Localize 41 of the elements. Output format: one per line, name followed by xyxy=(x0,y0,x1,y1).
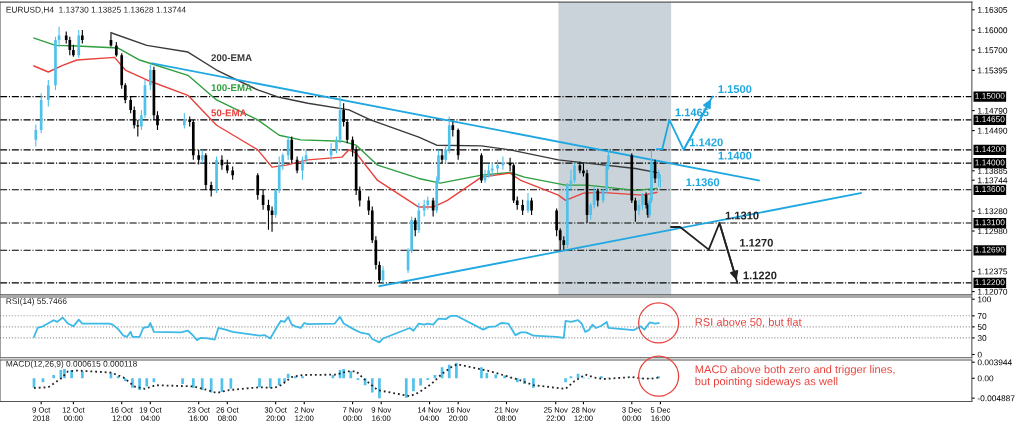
annotation: 1.1220 xyxy=(743,271,777,280)
series-label: 200-EMA xyxy=(211,54,252,62)
ref-line-label: 1.12200 xyxy=(975,279,1005,286)
chart-title: EURUSD,H4 1.13730 1.13825 1.13628 1.13744 xyxy=(6,6,186,14)
y-tick-label: 0.00 xyxy=(977,375,994,382)
y-tick-label: 1.13885 xyxy=(978,168,1008,174)
y-tick-label: 0.003944 xyxy=(977,359,1012,366)
annotation: 1.1420 xyxy=(689,138,723,147)
annotation: 1.1360 xyxy=(686,178,720,187)
ref-line-label: 1.15000 xyxy=(975,92,1005,99)
y-tick-label: 1.12375 xyxy=(978,268,1008,275)
y-tick-label: 1.14490 xyxy=(978,127,1008,134)
ref-line-label: 1.13100 xyxy=(975,219,1005,226)
y-tick-label: 0 xyxy=(977,351,982,358)
chart-title: RSI(14) 55.7466 xyxy=(6,297,67,306)
ref-line-label: 1.13600 xyxy=(975,186,1005,192)
y-tick-label: 30 xyxy=(977,335,987,342)
series-label: 100-EMA xyxy=(211,84,252,92)
y-tick-label: 1.13280 xyxy=(978,208,1008,215)
y-tick-label: 50 xyxy=(977,324,987,330)
annotation: 1.1270 xyxy=(740,238,773,247)
y-tick-label: 1.12070 xyxy=(978,288,1008,295)
ref-line-label: 1.14000 xyxy=(975,159,1005,166)
y-tick-label: 70 xyxy=(977,313,987,319)
annotation: MACD above both zero and trigger lines, but pointing sideways as well xyxy=(695,365,895,388)
annotation: 1.1400 xyxy=(718,151,752,160)
ref-line-label: 1.14650 xyxy=(975,116,1005,123)
y-tick-label: 1.15700 xyxy=(978,47,1008,54)
ref-line-label: 1.14200 xyxy=(975,146,1005,153)
y-tick-label: -0.004887 xyxy=(977,395,1015,402)
y-tick-label: 1.14790 xyxy=(978,107,1008,114)
y-tick-label: 100 xyxy=(978,296,991,303)
ref-line-label: 1.12690 xyxy=(975,246,1005,253)
annotation: RSI above 50, but flat xyxy=(695,317,802,328)
annotation: 1.1500 xyxy=(718,85,752,94)
y-tick-label: 1.15395 xyxy=(978,67,1008,74)
y-tick-label: 1.16305 xyxy=(978,6,1008,13)
y-tick-label: 1.12980 xyxy=(978,228,1008,235)
chart-title: MACD(12,26,9) 0.000615 0.000118 xyxy=(6,360,137,369)
y-tick-label: 1.16000 xyxy=(978,27,1008,34)
y-tick-label: 1.13744 xyxy=(978,177,1008,184)
